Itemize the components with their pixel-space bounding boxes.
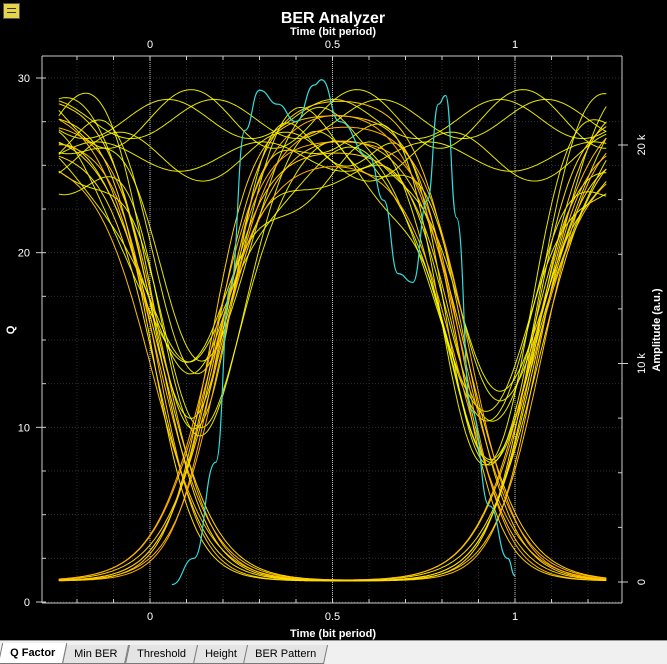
ber-analyzer-chart: BER Analyzer Time (bit period) Time (bit… (0, 0, 667, 640)
x-tick-label-top: 0.5 (325, 39, 340, 51)
tab-ber-pattern[interactable]: BER Pattern (243, 645, 328, 664)
y-left-tick-label: 10 (18, 422, 30, 434)
tab-label: Min BER (74, 645, 117, 663)
tab-min-ber[interactable]: Min BER (62, 645, 129, 664)
tab-label: Height (205, 645, 237, 663)
y-left-tick-label: 0 (24, 597, 30, 609)
y-right-tick-label: 10 k (636, 353, 648, 374)
y-left-tick-label: 20 (18, 248, 30, 260)
tab-label: Q Factor (10, 643, 55, 663)
x-axis-top-label: Time (bit period) (290, 26, 376, 38)
x-tick-label-bottom: 0 (147, 611, 153, 623)
y-left-tick-label: 30 (18, 73, 30, 85)
y-axis-left-label: Q (5, 325, 17, 334)
tab-bar: Q Factor Min BER Threshold Height BER Patter… (0, 640, 667, 664)
tab-height[interactable]: Height (193, 645, 249, 664)
tab-threshold[interactable]: Threshold (125, 645, 198, 664)
x-tick-label-bottom: 0.5 (325, 611, 340, 623)
tab-label: BER Pattern (255, 645, 316, 663)
x-tick-label-bottom: 1 (512, 611, 518, 623)
chart-title: BER Analyzer (281, 10, 385, 27)
x-axis-bottom-label: Time (bit period) (290, 628, 376, 640)
tab-label: Threshold (137, 645, 186, 663)
x-tick-label-top: 1 (512, 39, 518, 51)
y-right-tick-label: 0 (636, 579, 648, 585)
x-tick-label-top: 0 (147, 39, 153, 51)
tab-q-factor[interactable]: Q Factor (0, 643, 67, 664)
y-axis-right-label: Amplitude (a.u.) (651, 288, 663, 371)
y-right-tick-label: 20 k (636, 134, 648, 155)
